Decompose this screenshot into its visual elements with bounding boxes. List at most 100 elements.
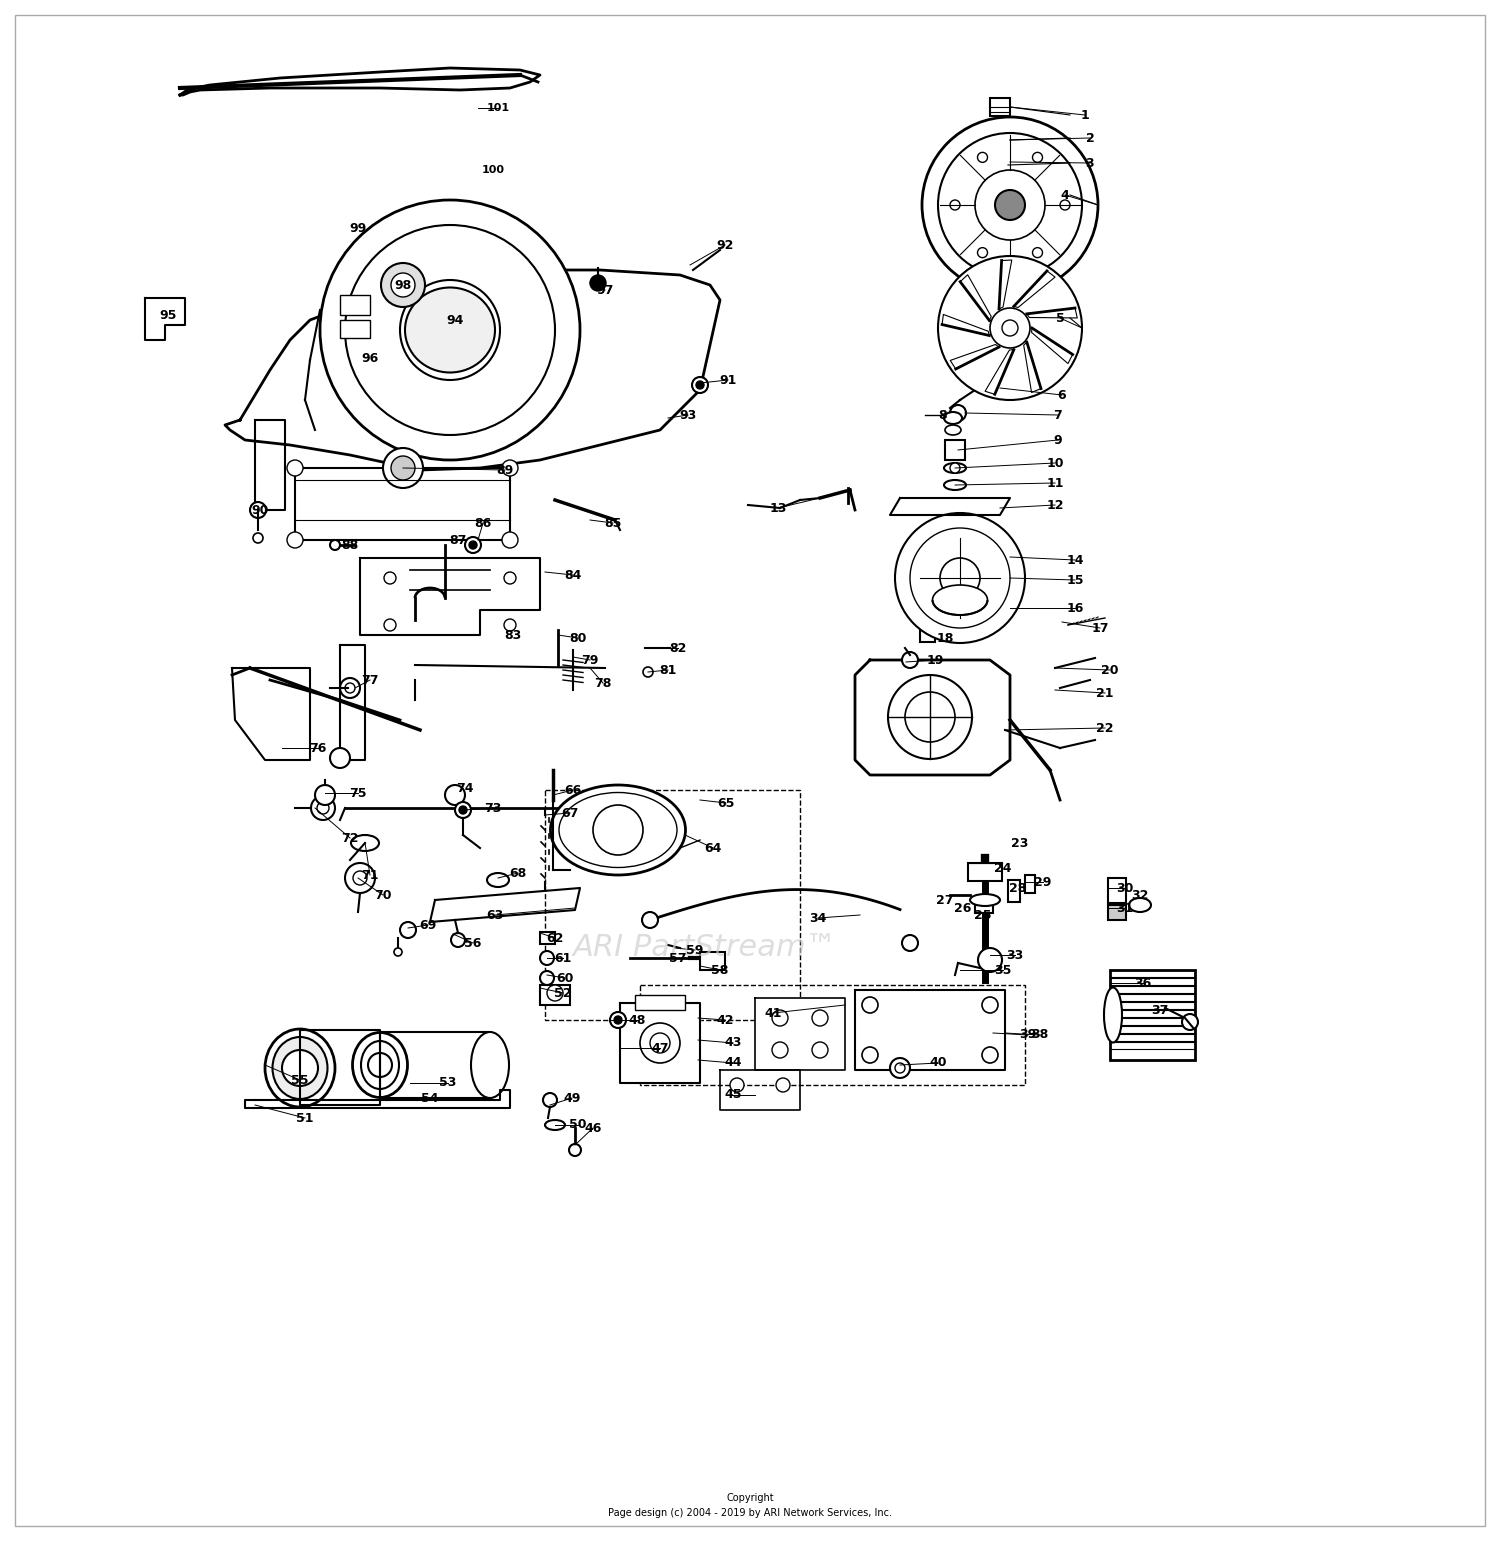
Circle shape bbox=[990, 308, 1030, 348]
Ellipse shape bbox=[362, 1042, 399, 1089]
Circle shape bbox=[368, 1053, 392, 1077]
Circle shape bbox=[1182, 1014, 1198, 1029]
Bar bbox=[1110, 1042, 1196, 1049]
Text: 84: 84 bbox=[564, 569, 582, 581]
Polygon shape bbox=[890, 498, 1010, 515]
Text: 55: 55 bbox=[291, 1074, 309, 1086]
Text: 12: 12 bbox=[1047, 498, 1064, 512]
Text: 98: 98 bbox=[394, 279, 411, 291]
Bar bbox=[990, 99, 1010, 116]
Circle shape bbox=[282, 1049, 318, 1086]
Text: 88: 88 bbox=[342, 538, 358, 552]
Text: 66: 66 bbox=[564, 783, 582, 797]
Polygon shape bbox=[754, 999, 844, 1069]
Bar bbox=[1110, 1002, 1196, 1009]
Circle shape bbox=[345, 863, 375, 892]
Circle shape bbox=[310, 797, 334, 820]
Text: 29: 29 bbox=[1035, 875, 1052, 889]
Circle shape bbox=[730, 1079, 744, 1093]
Circle shape bbox=[938, 256, 1082, 401]
Circle shape bbox=[452, 932, 465, 948]
Circle shape bbox=[320, 200, 580, 461]
Text: 81: 81 bbox=[660, 664, 676, 676]
Text: 87: 87 bbox=[450, 533, 466, 547]
Polygon shape bbox=[1023, 342, 1041, 393]
Circle shape bbox=[812, 1009, 828, 1026]
Bar bbox=[540, 985, 570, 1005]
Polygon shape bbox=[720, 1069, 800, 1110]
Text: 5: 5 bbox=[1056, 311, 1065, 325]
Circle shape bbox=[254, 533, 262, 542]
Text: 43: 43 bbox=[724, 1037, 741, 1049]
Polygon shape bbox=[180, 68, 540, 96]
Circle shape bbox=[978, 153, 987, 162]
Text: 51: 51 bbox=[296, 1111, 314, 1125]
Ellipse shape bbox=[550, 784, 686, 875]
Circle shape bbox=[640, 1023, 680, 1063]
Bar bbox=[1108, 905, 1126, 920]
Polygon shape bbox=[430, 888, 580, 922]
Circle shape bbox=[772, 1042, 788, 1059]
Bar bbox=[1110, 994, 1196, 1002]
Circle shape bbox=[910, 529, 1010, 629]
Circle shape bbox=[382, 448, 423, 488]
Circle shape bbox=[392, 456, 416, 479]
Text: 15: 15 bbox=[1066, 573, 1083, 587]
Circle shape bbox=[424, 305, 476, 354]
Circle shape bbox=[330, 747, 350, 767]
Text: 3: 3 bbox=[1086, 157, 1095, 170]
Bar bbox=[640, 985, 1024, 1085]
Circle shape bbox=[592, 804, 644, 855]
Polygon shape bbox=[146, 297, 184, 341]
Circle shape bbox=[392, 273, 416, 297]
Circle shape bbox=[642, 912, 658, 928]
Circle shape bbox=[975, 170, 1046, 240]
Text: 26: 26 bbox=[954, 901, 972, 914]
Circle shape bbox=[1032, 153, 1042, 162]
Text: 34: 34 bbox=[810, 911, 826, 925]
Ellipse shape bbox=[352, 1032, 408, 1097]
Text: 11: 11 bbox=[1047, 476, 1064, 490]
Text: 17: 17 bbox=[1090, 621, 1108, 635]
Bar bbox=[1008, 880, 1020, 901]
Circle shape bbox=[888, 675, 972, 760]
Circle shape bbox=[504, 572, 516, 584]
Text: 72: 72 bbox=[340, 832, 358, 844]
Text: 21: 21 bbox=[1096, 686, 1113, 700]
Circle shape bbox=[610, 1012, 626, 1028]
Bar bbox=[975, 905, 993, 912]
Text: 86: 86 bbox=[474, 516, 492, 530]
Ellipse shape bbox=[944, 411, 962, 424]
Text: 70: 70 bbox=[375, 889, 392, 901]
Bar bbox=[700, 952, 724, 969]
Circle shape bbox=[812, 1042, 828, 1059]
Circle shape bbox=[340, 678, 360, 698]
Text: 89: 89 bbox=[496, 464, 513, 476]
Text: 85: 85 bbox=[604, 516, 621, 530]
Polygon shape bbox=[960, 274, 992, 321]
Ellipse shape bbox=[982, 136, 1006, 145]
Circle shape bbox=[316, 801, 328, 814]
Polygon shape bbox=[255, 421, 285, 510]
Text: 60: 60 bbox=[556, 971, 573, 985]
Ellipse shape bbox=[273, 1037, 327, 1099]
Bar bbox=[1110, 1009, 1196, 1017]
Circle shape bbox=[890, 1059, 910, 1079]
Circle shape bbox=[345, 683, 355, 693]
Circle shape bbox=[503, 532, 518, 549]
Polygon shape bbox=[1028, 308, 1077, 317]
Circle shape bbox=[978, 248, 987, 257]
Circle shape bbox=[950, 405, 966, 421]
Text: 2: 2 bbox=[1086, 131, 1095, 145]
Circle shape bbox=[922, 117, 1098, 293]
Text: 37: 37 bbox=[1152, 1003, 1168, 1017]
Text: 53: 53 bbox=[440, 1077, 456, 1089]
Text: 16: 16 bbox=[1066, 601, 1083, 615]
Circle shape bbox=[862, 1046, 877, 1063]
Text: 61: 61 bbox=[555, 951, 572, 965]
Ellipse shape bbox=[970, 894, 1000, 906]
Circle shape bbox=[400, 922, 416, 938]
Text: ARI PartStream™: ARI PartStream™ bbox=[573, 934, 837, 962]
Circle shape bbox=[503, 461, 518, 476]
Bar bbox=[340, 321, 370, 337]
